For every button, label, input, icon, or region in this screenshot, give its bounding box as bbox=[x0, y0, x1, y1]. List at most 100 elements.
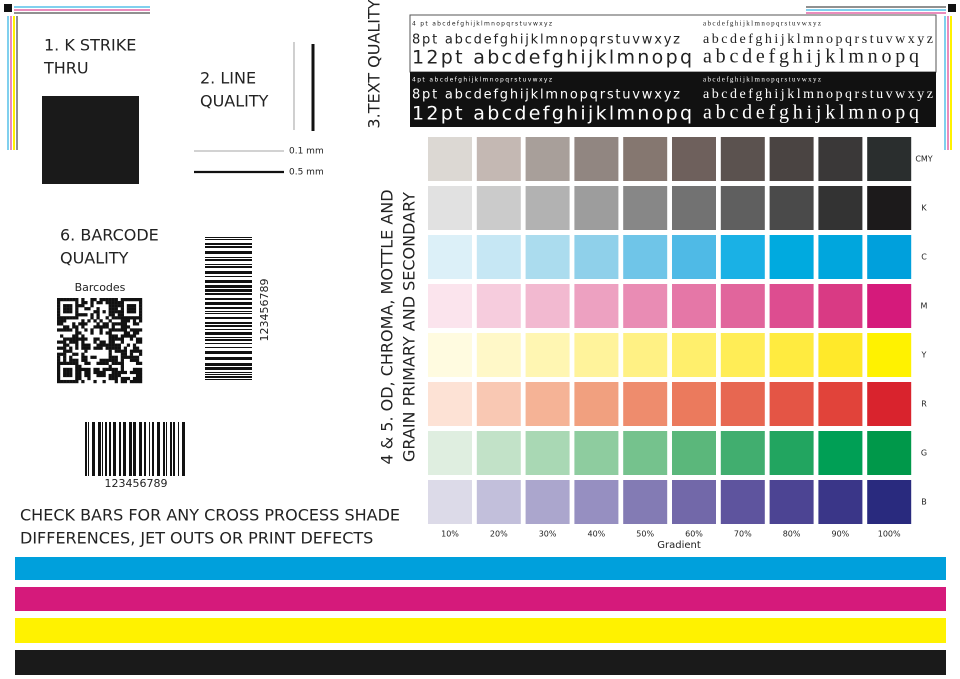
qr-module bbox=[90, 331, 94, 335]
qr-module bbox=[78, 304, 82, 308]
qr-module bbox=[72, 322, 76, 326]
swatch bbox=[672, 137, 716, 181]
qr-module bbox=[78, 367, 82, 372]
qr-module bbox=[69, 370, 73, 375]
bar bbox=[144, 422, 146, 476]
sample-text-serif: abcdefghijklmnopqrstuvwxyz bbox=[703, 32, 933, 47]
qr-module bbox=[81, 322, 85, 326]
qr-module bbox=[108, 301, 112, 305]
qr-module bbox=[105, 325, 109, 329]
qr-module bbox=[93, 346, 97, 350]
qr-module bbox=[105, 316, 109, 320]
instruction: CHECK BARS FOR ANY CROSS PROCESS SHADE bbox=[20, 506, 400, 525]
sample-text-serif: abcdefghijklmnopq bbox=[703, 46, 919, 68]
qr-module bbox=[123, 379, 128, 384]
bar bbox=[205, 302, 252, 305]
qr-module bbox=[102, 367, 106, 372]
qr-module bbox=[120, 379, 124, 384]
qr-module bbox=[123, 328, 128, 332]
bar bbox=[205, 367, 252, 370]
yellow-bar bbox=[15, 618, 946, 643]
qr-module bbox=[63, 358, 67, 362]
qr-module bbox=[138, 313, 143, 317]
qr-module bbox=[105, 361, 109, 365]
bar bbox=[173, 422, 175, 476]
qr-module bbox=[60, 316, 64, 320]
column-label: 50% bbox=[636, 530, 654, 539]
bar bbox=[152, 422, 154, 476]
qr-module bbox=[123, 349, 128, 353]
qr-module bbox=[87, 376, 91, 381]
qr-module bbox=[96, 325, 100, 329]
qr-module bbox=[63, 310, 67, 314]
qr-module bbox=[96, 343, 100, 347]
qr-module bbox=[120, 313, 124, 317]
qr-module bbox=[90, 313, 94, 317]
qr-module bbox=[90, 304, 94, 308]
qr-module bbox=[114, 304, 118, 308]
qr-module bbox=[111, 355, 115, 359]
qr-module bbox=[57, 298, 61, 302]
qr-module bbox=[117, 301, 121, 305]
qr-module bbox=[132, 355, 137, 359]
swatch bbox=[623, 284, 668, 328]
registration-marks bbox=[4, 4, 956, 150]
sample-text: 12pt abcdefghijklmnopq bbox=[412, 47, 692, 69]
swatch bbox=[428, 431, 472, 475]
qr-module bbox=[129, 298, 134, 302]
bar bbox=[205, 311, 252, 312]
qr-module bbox=[84, 370, 88, 375]
qr-module bbox=[105, 343, 109, 347]
qr-module bbox=[123, 355, 128, 359]
qr-module bbox=[72, 340, 76, 344]
column-label: 30% bbox=[539, 530, 557, 539]
qr-module bbox=[102, 322, 106, 326]
qr-module bbox=[93, 355, 97, 359]
qr-module bbox=[57, 361, 61, 365]
qr-module bbox=[120, 322, 124, 326]
swatch bbox=[818, 235, 863, 279]
bar bbox=[123, 422, 126, 476]
qr-module bbox=[108, 340, 112, 344]
qr-module bbox=[96, 316, 100, 320]
bar bbox=[109, 422, 111, 476]
qr-module bbox=[123, 325, 128, 329]
qr-module bbox=[117, 328, 121, 332]
qr-module bbox=[132, 328, 137, 332]
qr-module bbox=[126, 304, 131, 308]
qr-module bbox=[99, 343, 103, 347]
qr-module bbox=[66, 343, 70, 347]
qr-module bbox=[114, 376, 118, 381]
qr-module bbox=[114, 337, 118, 341]
qr-module bbox=[90, 328, 94, 332]
row-label: C bbox=[921, 253, 927, 262]
qr-module bbox=[135, 379, 140, 384]
qr-module bbox=[117, 304, 121, 308]
qr-module bbox=[126, 331, 131, 335]
swatch bbox=[769, 235, 814, 279]
qr-module bbox=[135, 358, 140, 362]
swatch bbox=[525, 284, 570, 328]
qr-module bbox=[93, 298, 97, 302]
qr-module bbox=[111, 298, 115, 302]
cyan-bar bbox=[15, 557, 946, 580]
qr-module bbox=[111, 358, 115, 362]
qr-module bbox=[75, 298, 79, 302]
qr-module bbox=[117, 346, 121, 350]
qr-module bbox=[66, 328, 70, 332]
section-title: THRU bbox=[43, 59, 89, 78]
qr-module bbox=[75, 361, 79, 365]
qr-module bbox=[108, 373, 112, 378]
qr-module bbox=[108, 364, 112, 369]
qr-module bbox=[108, 328, 112, 332]
qr-module bbox=[63, 340, 67, 344]
sample-text-serif: abcdefghijklmnopqrstuvwxyz bbox=[703, 87, 933, 102]
bar bbox=[113, 422, 116, 476]
swatch bbox=[672, 431, 716, 475]
qr-module bbox=[84, 301, 88, 305]
qr-module bbox=[69, 355, 73, 359]
qr-module bbox=[72, 337, 76, 341]
qr-module bbox=[63, 304, 67, 308]
qr-module bbox=[57, 376, 61, 381]
bar bbox=[205, 351, 252, 354]
